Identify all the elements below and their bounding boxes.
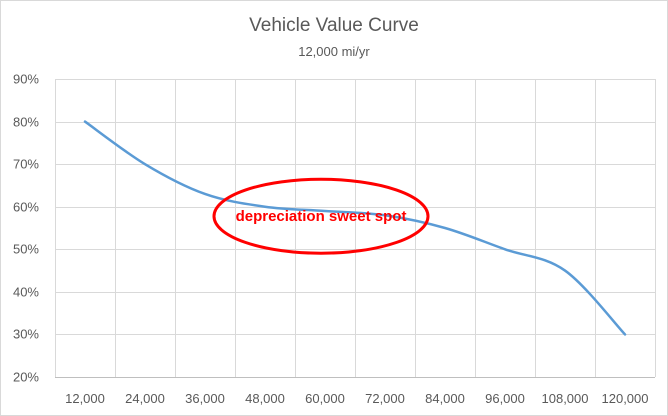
chart-title: Vehicle Value Curve <box>249 15 419 36</box>
x-tick-label: 72,000 <box>365 391 405 406</box>
x-tick-label: 48,000 <box>245 391 285 406</box>
x-tick-label: 120,000 <box>602 391 649 406</box>
y-tick-label: 50% <box>13 242 39 257</box>
annotation-label: depreciation sweet spot <box>236 208 407 225</box>
series-line <box>83 120 627 336</box>
y-tick-label: 30% <box>13 327 39 342</box>
y-tick-label: 80% <box>13 115 39 130</box>
x-tick-label: 12,000 <box>65 391 105 406</box>
annotation-ellipse <box>212 177 430 255</box>
x-tick-label: 24,000 <box>125 391 165 406</box>
x-tick-label: 36,000 <box>185 391 225 406</box>
y-tick-label: 20% <box>13 370 39 385</box>
x-tick-label: 96,000 <box>485 391 525 406</box>
x-tick-label: 108,000 <box>542 391 589 406</box>
y-tick-label: 70% <box>13 157 39 172</box>
y-tick-label: 60% <box>13 200 39 215</box>
x-tick-label: 84,000 <box>425 391 465 406</box>
chart-subtitle: 12,000 mi/yr <box>298 44 370 59</box>
y-tick-label: 90% <box>13 72 39 87</box>
y-tick-label: 40% <box>13 285 39 300</box>
x-tick-label: 60,000 <box>305 391 345 406</box>
